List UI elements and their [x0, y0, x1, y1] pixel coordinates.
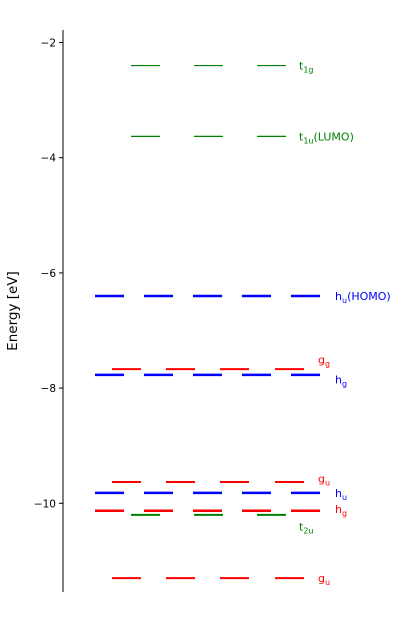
y-tick-label: −6	[41, 268, 57, 280]
level-label-gu-upper: gu	[318, 473, 330, 488]
level-label-t1u: t1u(LUMO)	[299, 130, 354, 145]
level-label-gu-lower: gu	[318, 572, 330, 587]
level-label-hu-lower: hu	[335, 487, 347, 502]
y-tick-label: −2	[41, 38, 56, 50]
y-tick-label: −8	[41, 383, 56, 395]
level-label-t1g: t1g	[299, 60, 314, 75]
level-label-gg: gg	[318, 353, 330, 368]
energy-levels	[95, 64, 320, 580]
level-label-hu-homo: hu(HOMO)	[335, 290, 391, 305]
y-axis-label: Energy [eV]	[5, 271, 21, 351]
y-tick-label: −10	[34, 498, 56, 510]
y-axis-ticks: −2 −4 −6 −8 −10	[34, 38, 63, 510]
level-label-hg-upper: hg	[335, 373, 347, 388]
level-label-t2u: t2u	[299, 520, 314, 535]
level-label-hg-lower: hg	[335, 503, 347, 518]
y-tick-label: −4	[41, 153, 57, 165]
